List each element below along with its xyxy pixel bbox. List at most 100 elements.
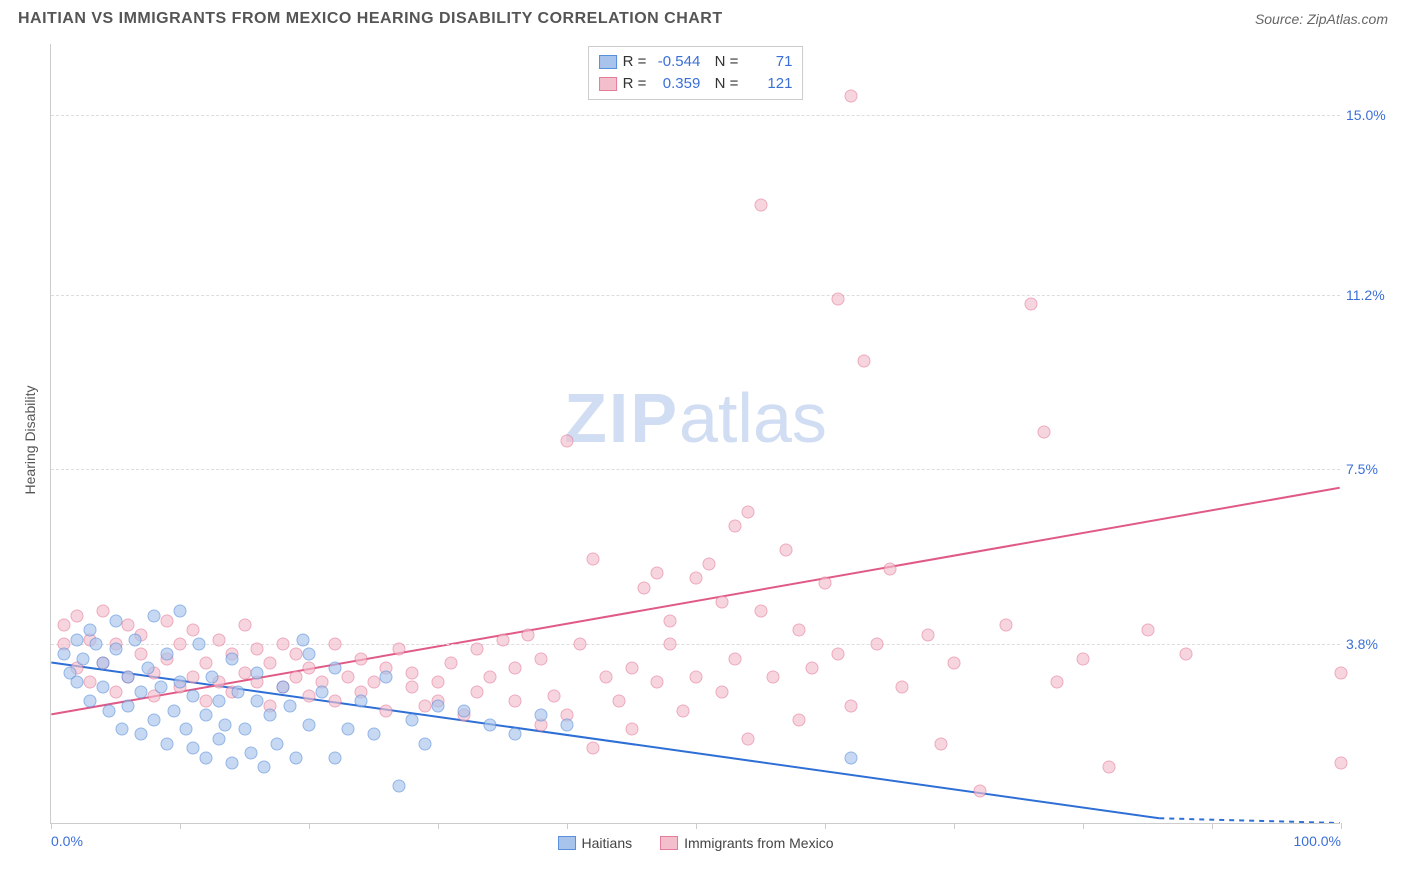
scatter-point-mexico	[522, 628, 535, 641]
scatter-point-haitians	[212, 732, 225, 745]
scatter-point-haitians	[844, 751, 857, 764]
scatter-point-mexico	[509, 695, 522, 708]
scatter-point-haitians	[186, 690, 199, 703]
grid-line	[51, 469, 1340, 470]
scatter-point-mexico	[741, 732, 754, 745]
scatter-point-mexico	[57, 619, 70, 632]
scatter-point-mexico	[393, 643, 406, 656]
scatter-point-haitians	[109, 643, 122, 656]
scatter-point-mexico	[470, 643, 483, 656]
scatter-point-mexico	[1180, 647, 1193, 660]
scatter-point-haitians	[251, 666, 264, 679]
scatter-point-mexico	[341, 671, 354, 684]
scatter-point-haitians	[174, 676, 187, 689]
scatter-point-mexico	[793, 624, 806, 637]
scatter-point-mexico	[290, 647, 303, 660]
scatter-point-haitians	[303, 718, 316, 731]
scatter-point-mexico	[831, 647, 844, 660]
scatter-point-mexico	[199, 657, 212, 670]
scatter-point-mexico	[122, 619, 135, 632]
x-tick	[954, 823, 955, 829]
swatch-haitians	[558, 836, 576, 850]
scatter-point-mexico	[767, 671, 780, 684]
scatter-point-mexico	[290, 671, 303, 684]
grid-line	[51, 644, 1340, 645]
scatter-point-haitians	[380, 671, 393, 684]
scatter-point-haitians	[244, 747, 257, 760]
scatter-point-haitians	[367, 728, 380, 741]
scatter-point-haitians	[161, 647, 174, 660]
x-tick	[1083, 823, 1084, 829]
scatter-point-mexico	[161, 614, 174, 627]
scatter-point-haitians	[219, 718, 232, 731]
scatter-point-mexico	[432, 676, 445, 689]
scatter-point-haitians	[186, 742, 199, 755]
scatter-point-mexico	[186, 624, 199, 637]
legend-row-mexico: R =0.359 N =121	[599, 73, 793, 95]
y-tick-label: 3.8%	[1346, 636, 1396, 652]
scatter-point-mexico	[444, 657, 457, 670]
scatter-point-haitians	[225, 652, 238, 665]
scatter-point-mexico	[625, 723, 638, 736]
scatter-point-haitians	[154, 680, 167, 693]
scatter-point-haitians	[206, 671, 219, 684]
scatter-point-mexico	[780, 543, 793, 556]
scatter-point-haitians	[83, 624, 96, 637]
scatter-point-mexico	[406, 666, 419, 679]
scatter-point-mexico	[328, 638, 341, 651]
scatter-point-mexico	[754, 198, 767, 211]
scatter-point-mexico	[96, 605, 109, 618]
scatter-point-mexico	[1025, 298, 1038, 311]
scatter-point-haitians	[419, 737, 432, 750]
scatter-point-mexico	[664, 614, 677, 627]
scatter-point-haitians	[251, 695, 264, 708]
scatter-point-haitians	[225, 756, 238, 769]
scatter-point-haitians	[290, 751, 303, 764]
scatter-point-haitians	[83, 695, 96, 708]
swatch-mexico	[660, 836, 678, 850]
scatter-point-haitians	[161, 737, 174, 750]
scatter-point-mexico	[586, 553, 599, 566]
scatter-point-mexico	[857, 354, 870, 367]
swatch-mexico	[599, 77, 617, 91]
scatter-point-haitians	[535, 709, 548, 722]
scatter-point-mexico	[174, 638, 187, 651]
correlation-legend: R =-0.544 N =71 R =0.359 N =121	[588, 46, 804, 100]
grid-line	[51, 295, 1340, 296]
scatter-point-haitians	[483, 718, 496, 731]
scatter-point-mexico	[728, 520, 741, 533]
scatter-point-haitians	[277, 680, 290, 693]
grid-line	[51, 115, 1340, 116]
scatter-point-haitians	[122, 699, 135, 712]
scatter-point-haitians	[115, 723, 128, 736]
scatter-point-mexico	[651, 676, 664, 689]
scatter-point-mexico	[948, 657, 961, 670]
scatter-point-haitians	[303, 647, 316, 660]
scatter-point-mexico	[715, 595, 728, 608]
scatter-point-haitians	[141, 662, 154, 675]
scatter-point-mexico	[238, 619, 251, 632]
scatter-point-haitians	[57, 647, 70, 660]
x-tick	[438, 823, 439, 829]
scatter-point-mexico	[535, 652, 548, 665]
scatter-point-mexico	[625, 662, 638, 675]
scatter-point-mexico	[806, 662, 819, 675]
scatter-point-mexico	[1038, 425, 1051, 438]
scatter-point-haitians	[199, 751, 212, 764]
scatter-point-mexico	[844, 699, 857, 712]
scatter-point-mexico	[677, 704, 690, 717]
scatter-point-mexico	[612, 695, 625, 708]
scatter-point-mexico	[715, 685, 728, 698]
scatter-chart: ZIPatlas R =-0.544 N =71 R =0.359 N =121…	[50, 44, 1340, 824]
scatter-point-mexico	[844, 90, 857, 103]
scatter-point-mexico	[264, 657, 277, 670]
scatter-point-mexico	[728, 652, 741, 665]
scatter-point-mexico	[483, 671, 496, 684]
trend-line-dash-haitians	[1159, 818, 1339, 823]
x-tick	[309, 823, 310, 829]
scatter-point-mexico	[1102, 761, 1115, 774]
scatter-point-haitians	[432, 699, 445, 712]
scatter-point-mexico	[690, 671, 703, 684]
scatter-point-haitians	[328, 662, 341, 675]
scatter-point-mexico	[999, 619, 1012, 632]
